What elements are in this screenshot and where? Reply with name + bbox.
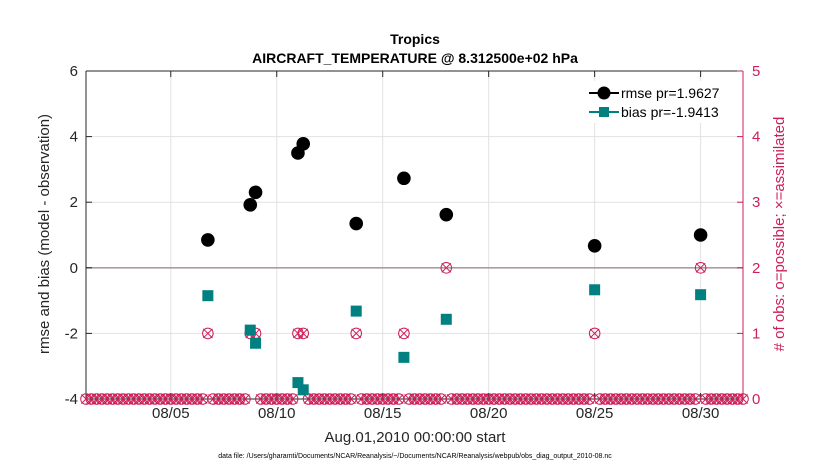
rmse-point [397,171,411,186]
obs-assimilated-marker [695,262,706,273]
legend-label-bias: bias pr=-1.9413 [621,104,719,120]
data-file-footnote: data file: /Users/gharamti/Documents/NCA… [218,453,612,460]
x-tick-label: 08/30 [682,405,720,422]
rmse-point [587,239,602,253]
rmse-point [693,228,708,242]
legend-label-rmse: rmse pr=1.9627 [621,85,720,101]
obs-assimilated-marker [197,394,208,404]
x-tick-label: 08/10 [258,405,296,422]
obs-assimilated-marker [441,262,452,273]
obs-assimilated-marker [436,394,446,404]
y-tick-label: 6 [70,63,78,80]
rmse-point [248,185,263,200]
data-markers [201,137,708,396]
x-axis-label: Aug.01,2010 00:00:00 start [325,429,507,446]
rmse-point [243,198,258,212]
rmse-point [201,233,215,247]
legend-rmse-marker [597,86,611,100]
y-tick-label: -4 [65,391,78,408]
obs-count-markers [80,262,749,405]
obs-possible-marker [286,393,299,405]
y2-axis-label: # of obs: o=possible; ×=assimilated [771,117,788,352]
bias-point [250,337,262,349]
legend-bias-marker [599,107,609,117]
y2-tick-label: 0 [752,391,760,408]
y-axis-label: rmse and bias (model - observation) [36,114,53,354]
bias-point [695,289,707,301]
y2-tick-label: 5 [752,63,760,80]
obs-possible-marker [440,262,453,274]
y2-tick-label: 2 [752,260,760,277]
rmse-point [349,216,364,231]
obs-possible-marker [588,327,601,340]
obs-possible-marker [398,327,410,340]
bias-point [398,351,410,363]
y-tick-label: -2 [65,325,78,342]
obs-possible-marker [239,393,251,405]
obs-assimilated-marker [345,394,356,404]
obs-assimilated-marker [298,328,309,339]
obs-assimilated-marker [351,328,362,339]
obs-assimilated-marker [589,328,600,339]
obs-possible-marker [202,327,214,340]
obs-assimilated-marker [239,394,250,404]
bias-point [440,313,452,325]
obs-assimilated-marker [738,394,748,404]
y2-tick-label: 1 [752,325,760,342]
bias-point [350,305,362,317]
obs-assimilated-marker [690,394,701,404]
obs-possible-marker [694,262,707,274]
x-tick-label: 08/20 [470,405,508,422]
obs-assimilated-marker [393,394,404,404]
chart-title: Tropics [390,31,440,47]
obs-assimilated-marker [292,328,303,339]
bias-point [244,324,256,336]
obs-possible-marker [737,393,749,405]
chart-subtitle: AIRCRAFT_TEMPERATURE @ 8.312500e+02 hPa [252,50,578,66]
obs-assimilated-marker [584,394,595,404]
legend: rmse pr=1.9627 bias pr=-1.9413 [586,81,738,123]
obs-assimilated-marker [202,328,213,339]
obs-assimilated-marker [287,394,298,404]
y-tick-label: 2 [70,194,78,211]
y2-tick-label: 4 [752,129,760,146]
x-tick-label: 08/15 [364,405,402,422]
rmse-point [439,207,454,222]
y2-tick-label: 3 [752,194,760,211]
x-tick-label: 08/05 [152,405,190,422]
bias-point [589,284,601,296]
obs-assimilated-marker [398,328,409,339]
obs-possible-marker [350,327,363,340]
x-tick-label: 08/25 [576,405,614,422]
rmse-point [296,137,311,151]
bias-point [202,290,214,302]
bias-point [297,384,309,396]
y-tick-label: 0 [70,260,78,277]
bias-point [292,377,304,389]
legend-box [586,81,738,123]
y-tick-label: 4 [70,129,78,146]
